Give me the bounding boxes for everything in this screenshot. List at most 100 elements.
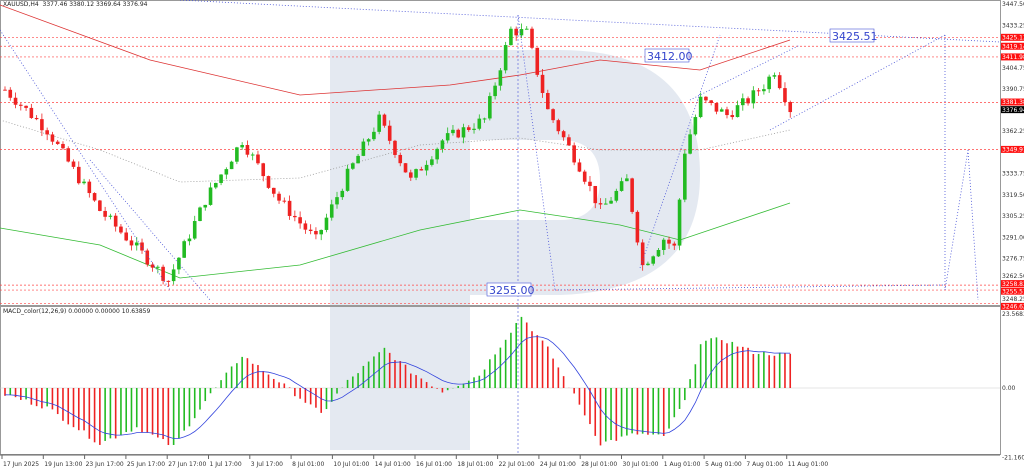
- candle-body: [403, 163, 408, 173]
- candle-body: [229, 161, 234, 170]
- candle-body: [319, 229, 323, 235]
- candle-body: [66, 148, 71, 162]
- time-label: 3 Jul 17:00: [251, 461, 283, 468]
- level-label: 3425.13: [1002, 35, 1024, 42]
- time-label: 24 Jul 01:00: [540, 461, 576, 468]
- time-label: 10 Jul 01:00: [333, 461, 369, 468]
- time-label: 16 Jul 01:00: [416, 461, 452, 468]
- time-label: 23 Jun 17:00: [86, 461, 124, 468]
- level-label-bg: [1001, 42, 1024, 50]
- candle-body: [530, 28, 534, 48]
- price-tick-label: 3362.25: [1002, 128, 1024, 135]
- candle-body: [482, 118, 487, 120]
- candle-body: [266, 176, 271, 188]
- forecast-line: [967, 149, 979, 301]
- time-label: 28 Jul 01:00: [581, 461, 617, 468]
- price-tick-label: 3333.75: [1002, 171, 1024, 178]
- candle-body: [245, 144, 250, 155]
- candle-body: [203, 204, 208, 208]
- candle-body: [308, 229, 313, 231]
- candle-body: [303, 223, 308, 230]
- candle-body: [588, 181, 592, 186]
- candle-body: [725, 109, 729, 116]
- forecast-line: [517, 14, 556, 291]
- forecast-line: [944, 149, 969, 291]
- candle-body: [445, 133, 450, 141]
- annotation-box: [644, 48, 690, 63]
- candle-body: [150, 264, 155, 268]
- candle-body: [92, 193, 97, 201]
- candle-body: [582, 171, 587, 182]
- macd-tick-label: 0.00: [1002, 385, 1016, 392]
- symbol-header: XAUUSD,H4 3377.46 3380.12 3369.64 3376.9…: [3, 1, 147, 8]
- level-label-bg: [1001, 287, 1024, 295]
- candle-body: [393, 140, 397, 155]
- time-label: 7 Aug 01:00: [746, 461, 783, 468]
- candle-body: [335, 197, 339, 205]
- candle-body: [424, 164, 429, 171]
- moving-average-red: [0, 4, 791, 96]
- candle-body: [71, 161, 76, 167]
- candle-body: [609, 200, 613, 204]
- moving-average-grey: [0, 119, 791, 183]
- candle-body: [498, 70, 503, 86]
- price-tick-label: 3319.50: [1002, 192, 1024, 199]
- candle-body: [493, 85, 497, 97]
- level-label: 3246.62: [1002, 304, 1024, 311]
- candle-body: [672, 243, 677, 246]
- current-price-label: 3376.94: [1002, 107, 1024, 114]
- candle-body: [693, 117, 698, 135]
- candle-body: [377, 114, 381, 132]
- annotation-label: 3255.00: [489, 284, 535, 297]
- level-label-bg: [1001, 302, 1024, 310]
- candle-body: [561, 131, 566, 138]
- candle-body: [414, 169, 418, 178]
- candle-body: [61, 143, 65, 149]
- candle-body: [166, 280, 171, 282]
- level-label-bg: [1001, 280, 1024, 288]
- candle-body: [372, 131, 376, 140]
- time-label: 14 Jul 01:00: [375, 461, 411, 468]
- candle-body: [598, 203, 603, 205]
- candle-body: [351, 163, 355, 169]
- candle-body: [741, 98, 745, 106]
- annotation-box: [829, 28, 875, 43]
- forecast-line: [639, 34, 721, 269]
- candle-body: [640, 242, 645, 266]
- candle-body: [556, 120, 561, 132]
- candle-body: [145, 250, 150, 265]
- candle-body: [651, 256, 656, 264]
- candle-body: [187, 238, 192, 242]
- candle-body: [198, 207, 202, 222]
- current-price-bg: [1001, 106, 1024, 114]
- candle-body: [683, 153, 687, 200]
- candle-body: [24, 105, 28, 108]
- candle-body: [788, 102, 793, 113]
- candle-body: [182, 241, 186, 258]
- level-label-bg: [1001, 33, 1024, 41]
- time-label: 5 Aug 01:00: [705, 461, 742, 468]
- candle-body: [614, 190, 619, 201]
- candle-body: [161, 266, 165, 281]
- candle-body: [503, 45, 508, 71]
- candle-body: [435, 148, 439, 160]
- candle-body: [593, 185, 598, 204]
- forecast-line: [89, 159, 211, 301]
- candle-body: [419, 169, 424, 171]
- candle-body: [340, 190, 345, 198]
- candle-body: [235, 147, 239, 162]
- candle-body: [3, 89, 7, 91]
- candle-body: [783, 88, 787, 103]
- candle-body: [535, 47, 540, 75]
- candle-body: [219, 174, 223, 183]
- level-label-bg: [1001, 53, 1024, 61]
- candle-body: [208, 187, 213, 205]
- candle-body: [572, 145, 576, 163]
- candle-body: [667, 239, 671, 244]
- candle-body: [119, 226, 123, 233]
- candle-body: [551, 109, 555, 121]
- candle-body: [519, 29, 524, 36]
- candle-body: [277, 193, 281, 201]
- candle-body: [282, 200, 287, 202]
